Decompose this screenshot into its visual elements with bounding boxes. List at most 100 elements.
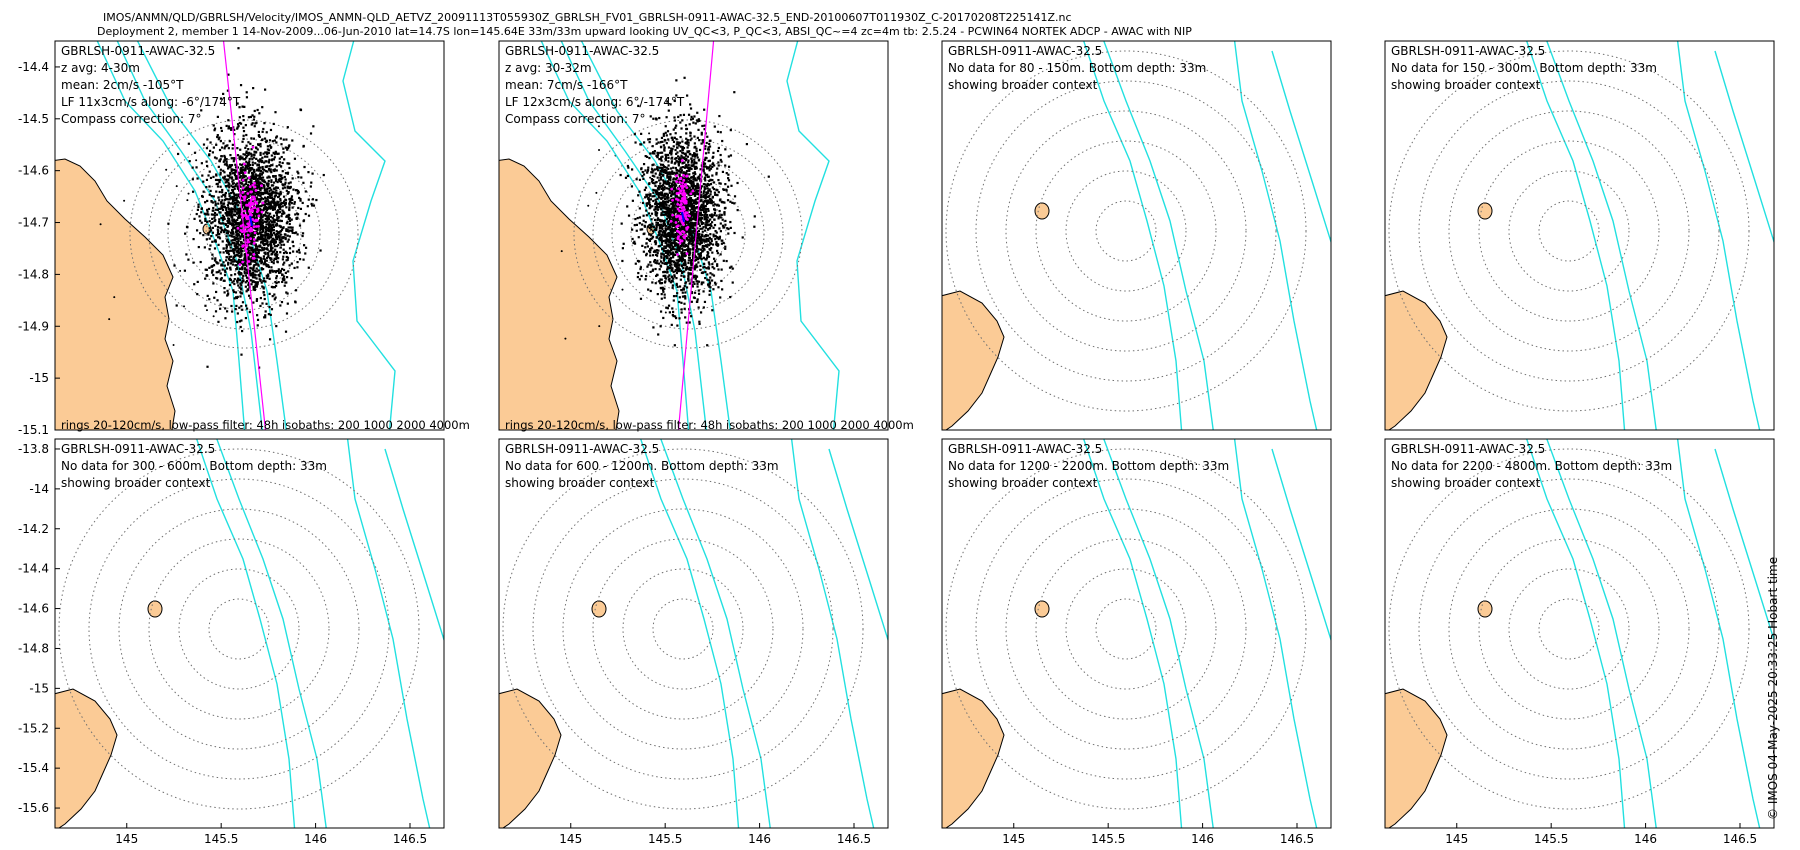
- velocity-point: [703, 245, 706, 248]
- velocity-point: [252, 156, 256, 159]
- velocity-point: [692, 202, 696, 205]
- velocity-point: [225, 245, 228, 248]
- velocity-point: [239, 244, 242, 247]
- velocity-point: [265, 206, 268, 209]
- velocity-point: [261, 302, 264, 305]
- velocity-point: [671, 170, 674, 173]
- velocity-point: [665, 169, 668, 172]
- lowpass-point: [245, 217, 249, 221]
- velocity-point: [252, 248, 255, 251]
- velocity-point: [687, 238, 690, 242]
- velocity-point: [680, 301, 683, 304]
- velocity-point: [712, 155, 715, 158]
- velocity-point: [218, 181, 221, 184]
- velocity-point: [657, 192, 660, 195]
- velocity-point: [185, 253, 188, 256]
- lowpass-point: [261, 201, 265, 205]
- velocity-point: [717, 178, 720, 182]
- velocity-point: [681, 119, 684, 122]
- velocity-point: [675, 195, 679, 198]
- velocity-point: [259, 216, 263, 219]
- velocity-point: [645, 242, 648, 245]
- velocity-point: [665, 171, 669, 174]
- velocity-point: [717, 146, 720, 150]
- velocity-point: [646, 202, 649, 205]
- velocity-point: [223, 205, 226, 208]
- reef-speck: [595, 191, 598, 194]
- velocity-point: [228, 256, 231, 259]
- velocity-point: [205, 186, 208, 189]
- velocity-point: [641, 175, 644, 178]
- velocity-point: [242, 262, 246, 265]
- velocity-point: [670, 167, 673, 170]
- velocity-point: [219, 168, 222, 171]
- velocity-point: [683, 251, 686, 255]
- velocity-point: [293, 231, 296, 235]
- velocity-point: [696, 234, 699, 237]
- velocity-point: [253, 209, 256, 212]
- velocity-point: [258, 249, 261, 252]
- velocity-point: [660, 192, 664, 195]
- velocity-point: [673, 264, 677, 267]
- velocity-point: [247, 232, 251, 235]
- velocity-point: [238, 106, 241, 109]
- velocity-point: [230, 202, 233, 205]
- velocity-point: [653, 260, 656, 263]
- velocity-point: [248, 310, 251, 314]
- velocity-point: [659, 207, 662, 210]
- velocity-point: [678, 248, 681, 251]
- velocity-point: [225, 243, 228, 247]
- velocity-point: [205, 268, 208, 271]
- velocity-point: [693, 282, 696, 285]
- velocity-point: [705, 166, 709, 169]
- velocity-point: [250, 258, 253, 261]
- velocity-point: [715, 173, 718, 176]
- velocity-point: [678, 208, 681, 211]
- velocity-point: [228, 127, 232, 130]
- velocity-point: [719, 131, 722, 134]
- velocity-point: [702, 207, 706, 210]
- velocity-point: [227, 251, 230, 254]
- velocity-point: [240, 281, 244, 284]
- velocity-point: [667, 304, 671, 307]
- velocity-point: [679, 135, 682, 139]
- velocity-point: [310, 181, 313, 184]
- velocity-point: [239, 169, 243, 172]
- velocity-point: [645, 193, 648, 196]
- velocity-point: [282, 210, 285, 213]
- velocity-point: [680, 171, 683, 174]
- velocity-point: [259, 245, 262, 248]
- velocity-point: [710, 221, 714, 224]
- velocity-point: [688, 251, 691, 254]
- velocity-point: [631, 199, 634, 202]
- isobath-line: [540, 41, 690, 430]
- velocity-point: [265, 160, 268, 163]
- velocity-point: [263, 262, 266, 265]
- velocity-point: [244, 179, 247, 182]
- velocity-point: [286, 220, 289, 223]
- velocity-point: [709, 199, 712, 202]
- velocity-point: [296, 213, 300, 216]
- velocity-point: [275, 191, 278, 195]
- velocity-point: [646, 245, 649, 248]
- velocity-point: [686, 245, 690, 248]
- velocity-point: [236, 154, 240, 157]
- velocity-point: [236, 147, 239, 150]
- velocity-point: [699, 187, 702, 190]
- velocity-point: [212, 282, 215, 285]
- velocity-point: [638, 207, 641, 210]
- velocity-point: [706, 207, 710, 211]
- velocity-point: [230, 229, 234, 232]
- velocity-point: [712, 226, 715, 229]
- velocity-point: [668, 279, 671, 283]
- figure-filename: IMOS/ANMN/QLD/GBRLSH/Velocity/IMOS_ANMN-…: [103, 11, 1072, 24]
- velocity-point: [216, 182, 219, 185]
- velocity-point: [707, 223, 710, 227]
- velocity-point: [259, 244, 262, 247]
- velocity-point: [621, 247, 624, 250]
- velocity-point: [689, 139, 692, 142]
- velocity-point: [281, 161, 284, 165]
- velocity-point: [689, 204, 692, 207]
- velocity-point: [707, 252, 710, 255]
- velocity-point: [245, 144, 248, 147]
